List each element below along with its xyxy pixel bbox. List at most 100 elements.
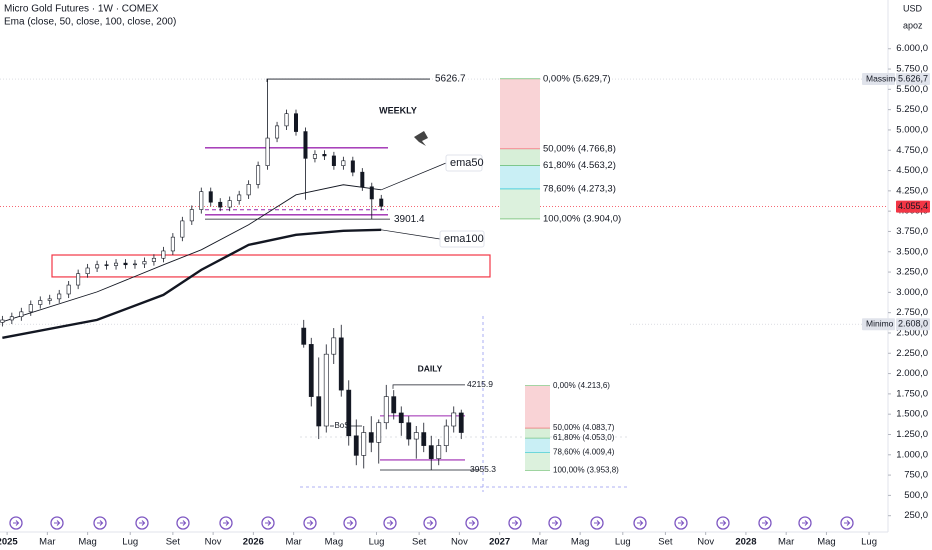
tag-name-box: [862, 73, 895, 86]
fib-band: [500, 165, 540, 189]
x-tick-label: Set: [658, 537, 673, 548]
fib-band: [500, 188, 540, 219]
candle-body: [95, 264, 100, 269]
candle-body: [376, 422, 382, 443]
y-tick-label: 4.250,0: [896, 185, 928, 196]
y-tick-label: 4.500,0: [896, 165, 928, 176]
candle-body: [151, 257, 156, 262]
event-icon: [637, 520, 644, 526]
fib-label: 0,00% (5.629,7): [543, 73, 611, 84]
high-marker-line: [266, 78, 430, 83]
y-tick-label: 1.000,0: [896, 449, 928, 460]
x-tick-label: Mag: [817, 537, 835, 548]
y-tick-label: 6.000,0: [896, 43, 928, 54]
ema-label: ema50: [450, 157, 484, 169]
candle-body: [142, 261, 147, 265]
event-icon: [802, 520, 809, 526]
chart-title: Micro Gold Futures · 1W · COMEX: [4, 4, 159, 15]
tag-name: Minimo: [866, 318, 894, 328]
y-tick-label: 750,0: [904, 470, 928, 481]
author: apoz: [903, 20, 923, 30]
low-marker-label: 3901.4: [394, 214, 425, 225]
candle-body: [436, 445, 442, 459]
event-icon: [512, 520, 519, 526]
candle-body: [421, 432, 427, 446]
candle-body: [383, 396, 389, 424]
ema-line: [2, 228, 382, 340]
event-icon: [54, 520, 61, 526]
candle-body: [19, 311, 24, 318]
candle-body: [391, 396, 397, 414]
high-marker-label: 5626.7: [435, 74, 466, 85]
candle-body: [237, 194, 242, 201]
fib-band: [525, 438, 550, 453]
zone: [51, 254, 491, 278]
candle-body: [189, 209, 194, 222]
event-icon: [180, 520, 187, 526]
x-tick-label: Nov: [451, 537, 468, 548]
candle-body: [180, 220, 185, 238]
fib-label: 0,00% (4.213,6): [553, 381, 610, 390]
y-tick-label: 1.750,0: [896, 388, 928, 399]
candle-body: [28, 304, 33, 313]
ema-line: [2, 184, 382, 323]
candle-body: [341, 160, 346, 166]
candle-body: [66, 284, 71, 295]
y-tick-label: 5.000,0: [896, 124, 928, 135]
x-tick-label: Mag: [571, 537, 589, 548]
weekly-label: WEEKLY: [379, 105, 417, 115]
candle-body: [308, 344, 314, 397]
fib-label: 100,00% (3.904,0): [543, 213, 621, 224]
candle-body: [57, 293, 62, 300]
x-tick-label: 2027: [489, 537, 510, 548]
candle-body: [293, 113, 298, 132]
price-tag-box: [896, 73, 930, 86]
candle-body: [284, 113, 289, 127]
candle-body: [199, 191, 204, 210]
y-tick-label: 3.500,0: [896, 246, 928, 257]
candle-body: [265, 137, 270, 166]
fib-label: 61,80% (4.053,0): [553, 433, 615, 442]
y-tick-label: 5.250,0: [896, 104, 928, 115]
event-icon: [427, 520, 434, 526]
candle-body: [458, 412, 464, 433]
x-tick-label: Mar: [285, 537, 301, 548]
event-icon: [347, 520, 354, 526]
x-tick-label: Mar: [532, 537, 548, 548]
event-icon: [13, 520, 20, 526]
event-icon: [307, 520, 314, 526]
fib-label: 78,60% (4.009,4): [553, 447, 615, 456]
y-tick-label: 4.750,0: [896, 145, 928, 156]
candle-body: [123, 262, 128, 266]
bos-label: BoS: [334, 421, 349, 430]
price-tag-box: [896, 318, 930, 331]
ema-pointer: [381, 229, 441, 240]
fib-label: 78,60% (4.273,3): [543, 183, 616, 194]
x-tick-label: Lug: [615, 537, 631, 548]
y-tick-label: 1.500,0: [896, 409, 928, 420]
fib-band: [500, 78, 540, 149]
x-tick-label: Nov: [697, 537, 714, 548]
candle-body: [104, 264, 109, 266]
currency: USD: [903, 3, 923, 13]
x-tick-label: Mag: [78, 537, 96, 548]
candle-body: [398, 412, 404, 424]
candle-body: [316, 396, 322, 427]
x-tick-label: 2026: [243, 537, 264, 548]
y-tick-label: 5.750,0: [896, 64, 928, 75]
price-tag: 2.608,0: [898, 319, 928, 329]
y-tick-label: 1.250,0: [896, 429, 928, 440]
x-tick-label: Lug: [122, 537, 138, 548]
event-icon: [678, 520, 685, 526]
ema-label-box: [439, 230, 485, 248]
y-tick-label: 3.000,0: [896, 287, 928, 298]
fib-band: [525, 428, 550, 439]
candle-body: [406, 422, 412, 440]
event-icon: [844, 520, 851, 526]
fib-band: [500, 148, 540, 166]
candle-body: [114, 262, 119, 266]
event-icon: [387, 520, 394, 526]
fib-band: [525, 452, 550, 471]
event-icon: [762, 520, 769, 526]
event-icon: [97, 520, 104, 526]
